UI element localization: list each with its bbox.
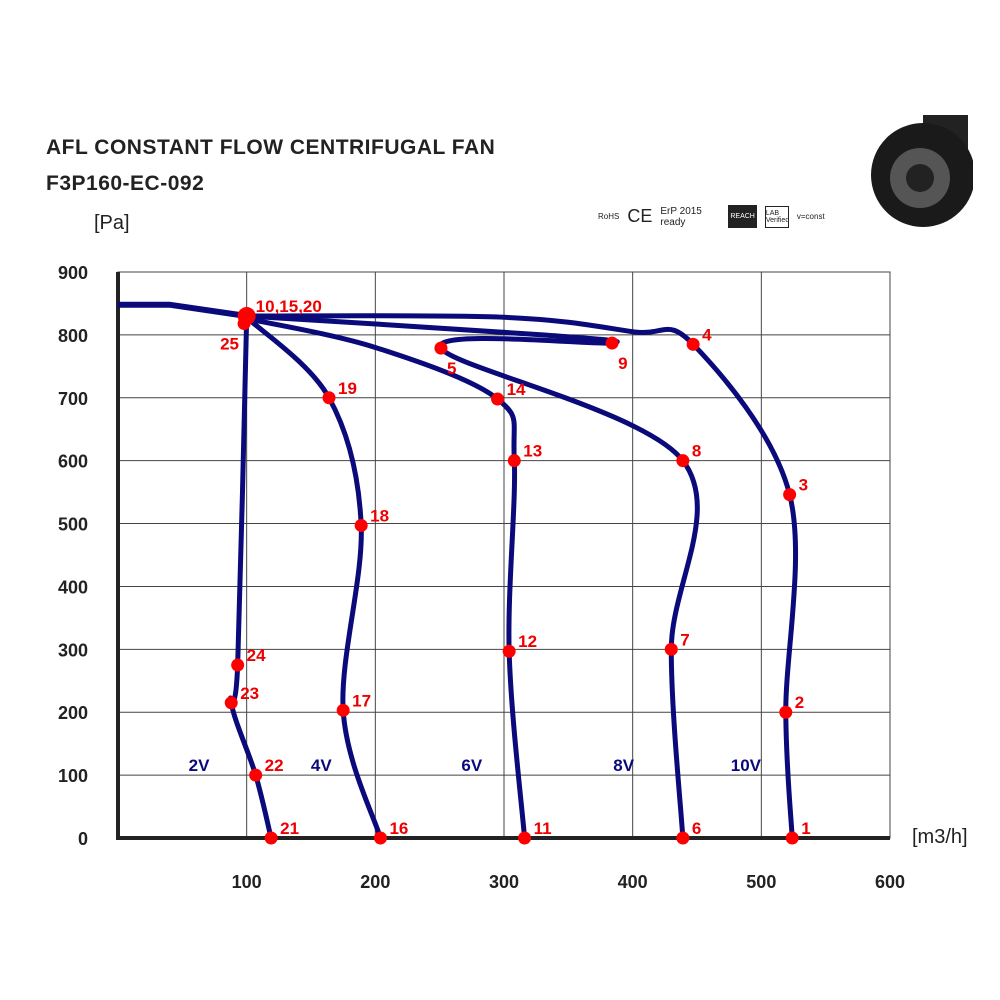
y-tick-label: 400 bbox=[58, 577, 88, 597]
data-point-2 bbox=[779, 705, 793, 719]
voltage-label: 4V bbox=[311, 756, 332, 775]
voltage-label: 8V bbox=[613, 756, 634, 775]
model-name: F3P160-EC-092 bbox=[46, 172, 205, 195]
point-label: 10,15,20 bbox=[256, 297, 322, 316]
x-tick-label: 600 bbox=[875, 872, 905, 892]
data-point-3 bbox=[783, 488, 797, 502]
data-point-4 bbox=[686, 337, 700, 351]
data-point-6 bbox=[676, 831, 690, 845]
point-label: 3 bbox=[799, 476, 808, 495]
point-label: 11 bbox=[534, 819, 552, 838]
data-point-7 bbox=[664, 642, 678, 656]
data-point-25 bbox=[237, 317, 251, 331]
point-label: 5 bbox=[447, 359, 456, 378]
data-point-11 bbox=[518, 831, 532, 845]
data-point-24 bbox=[231, 658, 245, 672]
chart-title: AFL CONSTANT FLOW CENTRIFUGAL FAN bbox=[46, 136, 496, 159]
reach-logo: REACH bbox=[728, 205, 757, 228]
erp-logo: ErP 2015 ready bbox=[660, 205, 702, 228]
x-tick-label: 500 bbox=[746, 872, 776, 892]
point-label: 2 bbox=[795, 693, 804, 712]
fan-image bbox=[871, 115, 973, 227]
point-label: 18 bbox=[370, 506, 389, 525]
data-point-18 bbox=[354, 518, 368, 532]
lab-logo: LAB Verified bbox=[764, 205, 789, 228]
data-point-17 bbox=[336, 703, 350, 717]
point-label: 4 bbox=[702, 325, 712, 344]
data-point-12 bbox=[502, 644, 516, 658]
data-point-23 bbox=[224, 696, 238, 710]
voltage-label: 2V bbox=[189, 756, 210, 775]
curve-common bbox=[118, 301, 248, 319]
y-tick-label: 900 bbox=[58, 263, 88, 283]
y-tick-label: 700 bbox=[58, 389, 88, 409]
point-label: 8 bbox=[692, 442, 701, 461]
point-label: 6 bbox=[692, 819, 701, 838]
x-axis-label: [m3/h] bbox=[912, 826, 968, 848]
y-tick-label: 500 bbox=[58, 515, 88, 535]
voltage-label: 10V bbox=[731, 756, 762, 775]
point-label: 9 bbox=[618, 354, 627, 373]
data-point-16 bbox=[373, 831, 387, 845]
point-label: 21 bbox=[280, 819, 299, 838]
data-point-19 bbox=[322, 391, 336, 405]
point-label: 12 bbox=[518, 632, 537, 651]
point-label: 19 bbox=[338, 379, 357, 398]
curve-6V bbox=[244, 316, 528, 841]
data-point-13 bbox=[507, 454, 521, 468]
y-tick-label: 0 bbox=[78, 829, 88, 849]
point-label: 17 bbox=[352, 691, 371, 710]
data-point-9 bbox=[605, 336, 619, 350]
point-label: 7 bbox=[680, 630, 689, 649]
data-point-21 bbox=[264, 831, 278, 845]
x-tick-label: 300 bbox=[489, 872, 519, 892]
point-label: 25 bbox=[220, 335, 239, 354]
y-tick-label: 800 bbox=[58, 326, 88, 346]
point-label: 1 bbox=[801, 819, 810, 838]
point-label: 24 bbox=[247, 646, 266, 665]
point-label: 16 bbox=[389, 819, 408, 838]
voltage-label: 6V bbox=[461, 756, 482, 775]
x-tick-label: 200 bbox=[360, 872, 390, 892]
point-label: 13 bbox=[523, 442, 542, 461]
vconst-logo: v=const bbox=[796, 212, 825, 221]
point-label: 22 bbox=[265, 756, 284, 775]
y-axis-label: [Pa] bbox=[94, 212, 130, 234]
rohs-logo: RoHS bbox=[598, 212, 620, 221]
ce-logo: CE bbox=[627, 206, 653, 226]
y-tick-label: 100 bbox=[58, 766, 88, 786]
data-point-14 bbox=[491, 392, 505, 406]
y-tick-label: 600 bbox=[58, 452, 88, 472]
certification-logos: RoHS CE ErP 2015 ready REACH LAB Verifie… bbox=[598, 205, 825, 228]
y-tick-label: 200 bbox=[58, 703, 88, 723]
x-tick-label: 400 bbox=[618, 872, 648, 892]
data-point-1 bbox=[785, 831, 799, 845]
point-label: 23 bbox=[240, 684, 259, 703]
y-tick-label: 300 bbox=[58, 640, 88, 660]
data-point-8 bbox=[676, 454, 690, 468]
x-tick-label: 100 bbox=[232, 872, 262, 892]
data-point-22 bbox=[249, 768, 263, 782]
data-point-5 bbox=[434, 341, 448, 355]
point-label: 14 bbox=[507, 380, 526, 399]
